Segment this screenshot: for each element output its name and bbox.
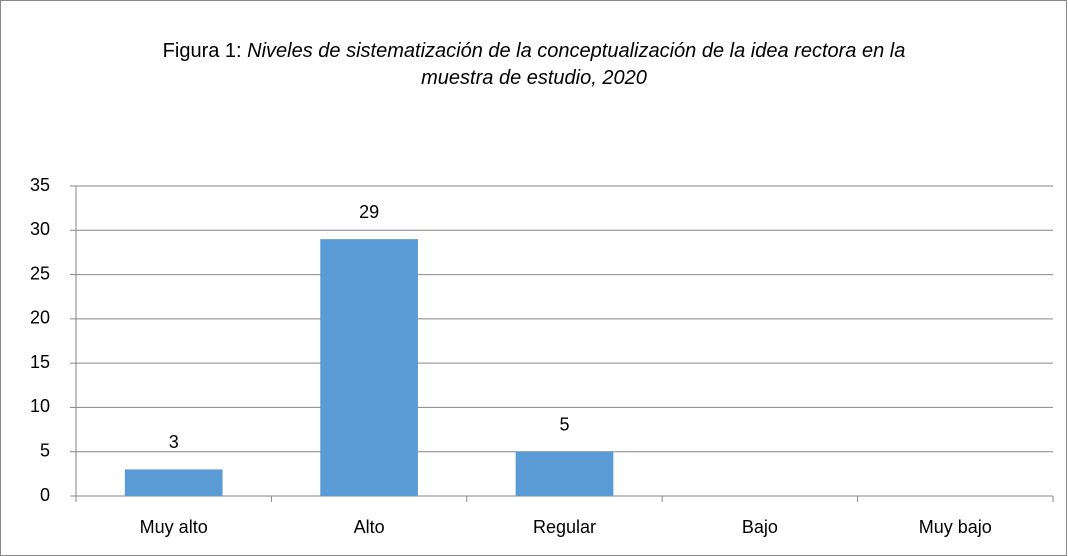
data-label: 29	[359, 202, 379, 222]
y-tick-label: 20	[30, 308, 50, 328]
x-tick-label: Muy alto	[140, 517, 208, 537]
y-tick-label: 5	[40, 440, 50, 460]
bar	[320, 239, 418, 496]
bar	[124, 469, 223, 496]
y-tick-label: 15	[30, 352, 50, 372]
title-text: Niveles de sistematización de la concept…	[247, 40, 906, 89]
x-tick-label: Regular	[533, 517, 596, 537]
y-tick-label: 10	[30, 396, 50, 416]
y-tick-label: 25	[30, 263, 50, 283]
data-label: 5	[559, 414, 569, 434]
x-tick-label: Muy bajo	[919, 517, 992, 537]
x-tick-label: Alto	[354, 517, 385, 537]
y-tick-label: 0	[40, 485, 50, 505]
data-label: 3	[169, 432, 179, 452]
y-tick-label: 30	[30, 219, 50, 239]
title-label: Figura 1:	[162, 40, 242, 62]
x-tick-label: Bajo	[742, 517, 778, 537]
bar	[515, 451, 614, 496]
y-tick-label: 35	[30, 175, 50, 195]
chart-title: Figura 1: Niveles de sistematización de …	[134, 38, 934, 92]
